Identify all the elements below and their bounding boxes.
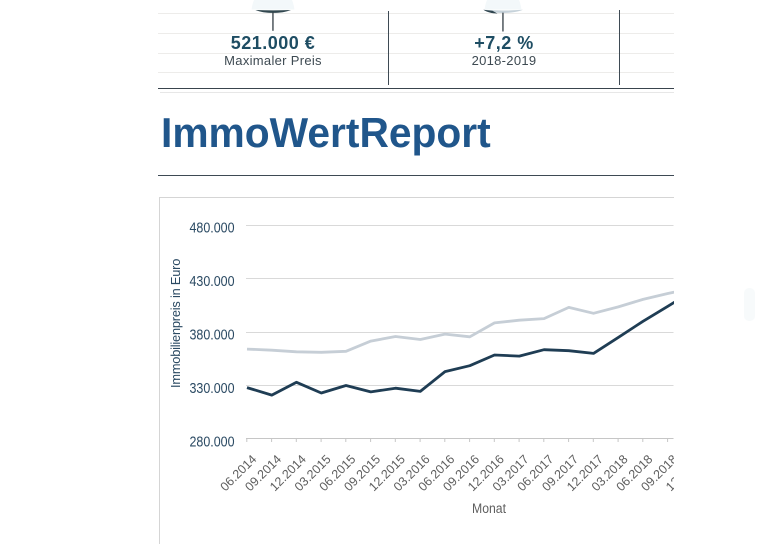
- svg-text:480.000: 480.000: [190, 221, 235, 237]
- svg-text:430.000: 430.000: [190, 274, 235, 290]
- svg-text:330.000: 330.000: [190, 381, 235, 397]
- svg-text:280.000: 280.000: [190, 435, 235, 451]
- svg-text:380.000: 380.000: [190, 328, 235, 344]
- svg-text:Monat: Monat: [472, 501, 506, 516]
